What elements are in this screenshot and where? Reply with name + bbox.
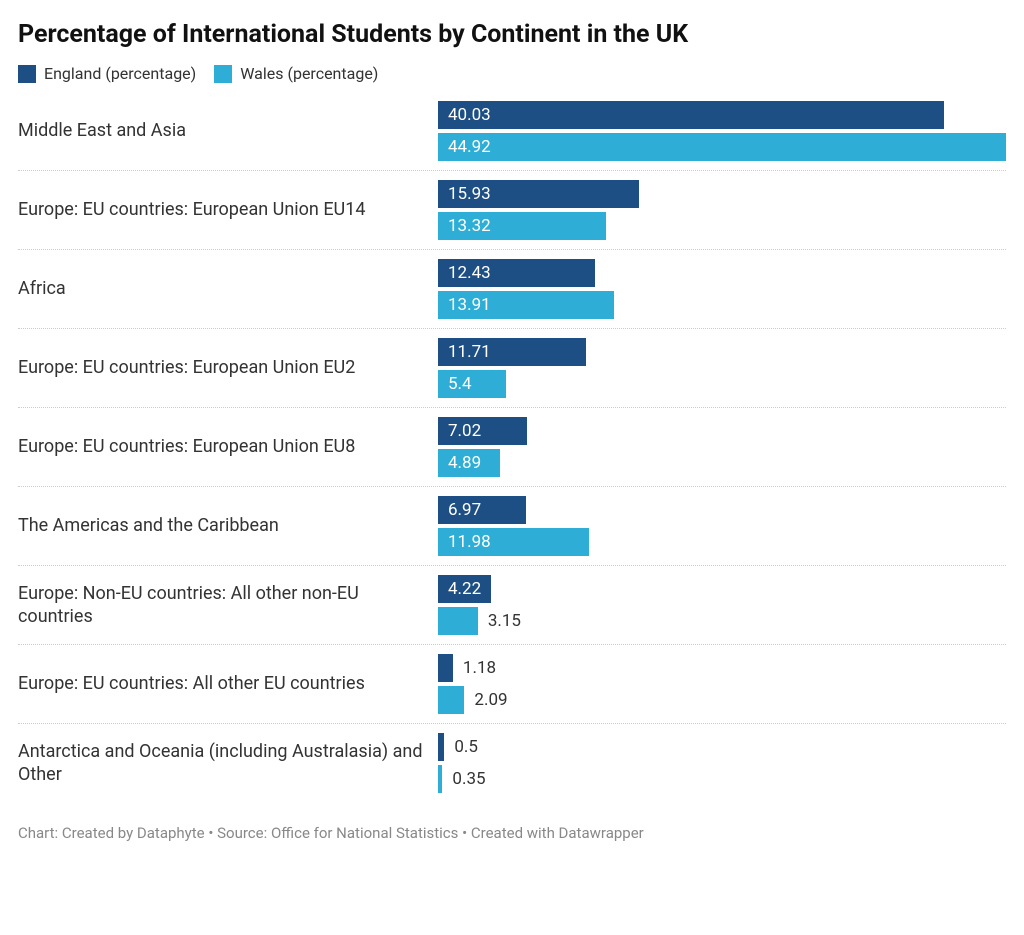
category-label: Europe: EU countries: European Union EU1… xyxy=(18,198,438,221)
chart-row: Europe: EU countries: European Union EU8… xyxy=(18,407,1006,486)
chart-row: Europe: EU countries: European Union EU1… xyxy=(18,170,1006,249)
bar-line: 11.98 xyxy=(438,528,1006,556)
bar-group: 40.03 44.92 xyxy=(438,101,1006,161)
bar-value-label: 3.15 xyxy=(478,611,521,631)
chart-row: Europe: Non-EU countries: All other non-… xyxy=(18,565,1006,644)
england-bar: 40.03 xyxy=(438,101,944,129)
bar-line: 13.91 xyxy=(438,291,1006,319)
legend-item-england: England (percentage) xyxy=(18,64,196,83)
bar-value-label: 2.09 xyxy=(464,690,507,710)
england-bar: 15.93 xyxy=(438,180,639,208)
bar-line: 12.43 xyxy=(438,259,1006,287)
wales-bar: 13.32 xyxy=(438,212,606,240)
bar-group: 12.43 13.91 xyxy=(438,259,1006,319)
legend-swatch-wales xyxy=(214,65,232,83)
category-label: Middle East and Asia xyxy=(18,119,438,142)
chart-row: Middle East and Asia40.03 44.92 xyxy=(18,101,1006,170)
category-label: Europe: Non-EU countries: All other non-… xyxy=(18,582,438,629)
legend-label-wales: Wales (percentage) xyxy=(240,64,378,83)
england-bar: 6.97 xyxy=(438,496,526,524)
england-bar: 11.71 xyxy=(438,338,586,366)
category-label: Europe: EU countries: All other EU count… xyxy=(18,672,438,695)
bar-group: 6.97 11.98 xyxy=(438,496,1006,556)
bar-line: 40.03 xyxy=(438,101,1006,129)
chart-row: The Americas and the Caribbean6.97 11.98 xyxy=(18,486,1006,565)
bar-line: 3.15 xyxy=(438,607,1006,635)
chart-row: Europe: EU countries: All other EU count… xyxy=(18,644,1006,723)
category-label: Africa xyxy=(18,277,438,300)
chart-row: Europe: EU countries: European Union EU2… xyxy=(18,328,1006,407)
bar-group: 1.18 2.09 xyxy=(438,654,1006,714)
category-label: Europe: EU countries: European Union EU8 xyxy=(18,435,438,458)
england-bar xyxy=(438,654,453,682)
wales-bar: 13.91 xyxy=(438,291,614,319)
england-bar: 7.02 xyxy=(438,417,527,445)
bar-line: 0.5 xyxy=(438,733,1006,761)
category-label: Antarctica and Oceania (including Austra… xyxy=(18,740,438,787)
bar-group: 0.5 0.35 xyxy=(438,733,1006,793)
bar-group: 11.71 5.4 xyxy=(438,338,1006,398)
legend: England (percentage) Wales (percentage) xyxy=(18,64,1006,83)
bar-chart: Middle East and Asia40.03 44.92 Europe: EU… xyxy=(18,101,1006,802)
bar-line: 5.4 xyxy=(438,370,1006,398)
england-bar: 4.22 xyxy=(438,575,491,603)
chart-title: Percentage of International Students by … xyxy=(18,20,1006,50)
bar-line: 15.93 xyxy=(438,180,1006,208)
wales-bar: 11.98 xyxy=(438,528,589,556)
wales-bar: 5.4 xyxy=(438,370,506,398)
chart-row: Antarctica and Oceania (including Austra… xyxy=(18,723,1006,802)
legend-label-england: England (percentage) xyxy=(44,64,196,83)
bar-group: 15.93 13.32 xyxy=(438,180,1006,240)
bar-line: 11.71 xyxy=(438,338,1006,366)
wales-bar xyxy=(438,686,464,714)
wales-bar: 4.89 xyxy=(438,449,500,477)
bar-value-label: 0.35 xyxy=(442,769,485,789)
legend-swatch-england xyxy=(18,65,36,83)
chart-row: Africa12.43 13.91 xyxy=(18,249,1006,328)
bar-line: 4.89 xyxy=(438,449,1006,477)
bar-line: 44.92 xyxy=(438,133,1006,161)
wales-bar: 44.92 xyxy=(438,133,1006,161)
chart-footer: Chart: Created by Dataphyte • Source: Of… xyxy=(18,824,1006,842)
bar-line: 13.32 xyxy=(438,212,1006,240)
bar-line: 1.18 xyxy=(438,654,1006,682)
bar-group: 7.02 4.89 xyxy=(438,417,1006,477)
bar-line: 0.35 xyxy=(438,765,1006,793)
bar-line: 4.22 xyxy=(438,575,1006,603)
bar-line: 7.02 xyxy=(438,417,1006,445)
wales-bar xyxy=(438,607,478,635)
category-label: The Americas and the Caribbean xyxy=(18,514,438,537)
bar-value-label: 1.18 xyxy=(453,658,496,678)
england-bar: 12.43 xyxy=(438,259,595,287)
bar-group: 4.22 3.15 xyxy=(438,575,1006,635)
bar-line: 2.09 xyxy=(438,686,1006,714)
bar-value-label: 0.5 xyxy=(444,737,478,757)
bar-line: 6.97 xyxy=(438,496,1006,524)
category-label: Europe: EU countries: European Union EU2 xyxy=(18,356,438,379)
legend-item-wales: Wales (percentage) xyxy=(214,64,378,83)
